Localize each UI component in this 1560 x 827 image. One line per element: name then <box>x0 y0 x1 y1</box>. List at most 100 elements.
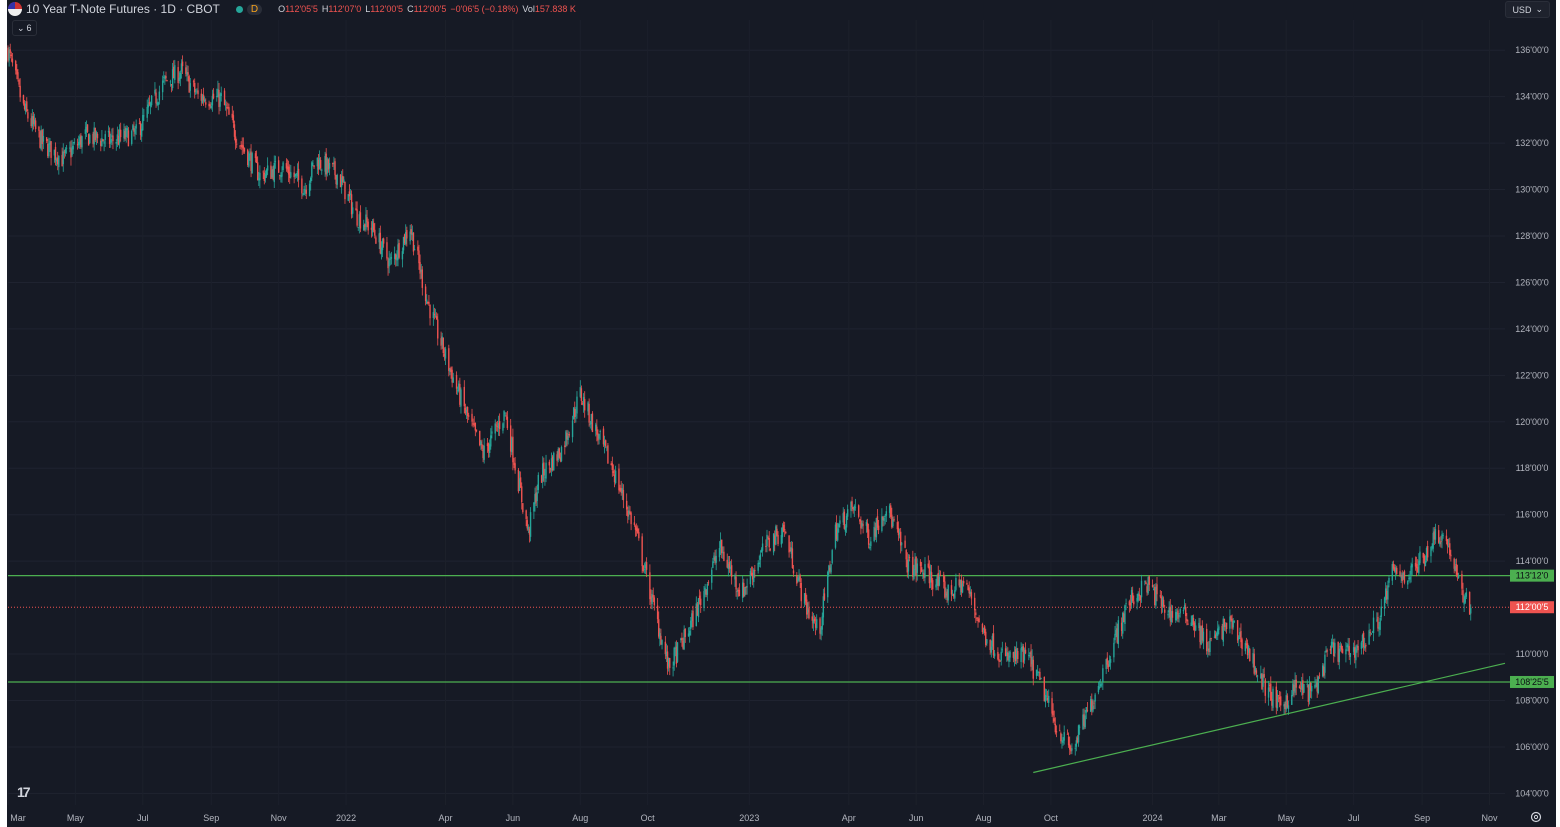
candle <box>1247 644 1250 659</box>
candle <box>108 127 111 148</box>
candle <box>1094 692 1096 710</box>
x-tick-label: May <box>1278 813 1296 823</box>
candle <box>977 616 979 628</box>
candle <box>1085 707 1087 720</box>
candle <box>659 628 661 647</box>
candle <box>680 637 682 643</box>
candle <box>1146 583 1148 596</box>
candle <box>633 516 636 527</box>
candle <box>837 522 839 542</box>
candle <box>669 657 671 676</box>
candle <box>537 472 540 494</box>
candle <box>842 507 844 526</box>
candle <box>1388 575 1390 588</box>
x-tick-label: 2024 <box>1143 813 1163 823</box>
candle <box>769 548 772 552</box>
currency-button[interactable]: USD ⌄ <box>1505 1 1550 18</box>
candle <box>1151 579 1154 588</box>
candle <box>675 640 678 668</box>
indicators-toggle-button[interactable]: ⌄ 6 <box>12 20 37 36</box>
candle <box>148 95 151 107</box>
level-price-tag <box>1510 569 1554 582</box>
candle <box>540 474 543 483</box>
candle <box>873 521 875 543</box>
candle <box>604 439 607 449</box>
candle <box>1032 655 1034 686</box>
candle <box>194 78 196 99</box>
candle <box>575 406 577 423</box>
candle <box>58 155 60 175</box>
candle <box>57 151 59 171</box>
candle <box>1299 681 1302 693</box>
symbol-header[interactable]: 10 Year T-Note Futures · 1D · CBOT D O 11… <box>8 0 576 18</box>
last-price-tag <box>1510 601 1554 614</box>
candle <box>719 532 722 555</box>
candle <box>1031 649 1033 671</box>
candle <box>1392 560 1395 571</box>
candle <box>596 419 598 442</box>
candle <box>344 181 346 204</box>
y-tick-label: 122'00'0 <box>1515 370 1548 380</box>
candle <box>589 420 591 429</box>
candle <box>982 627 985 634</box>
candle <box>426 294 428 305</box>
x-tick-label: Nov <box>271 813 288 823</box>
candle <box>758 555 760 568</box>
candle <box>828 564 830 577</box>
candle <box>1470 604 1472 621</box>
candle <box>1207 641 1209 658</box>
interval-badge[interactable]: D <box>246 3 263 15</box>
candle <box>271 166 273 179</box>
tradingview-logo[interactable]: 17 <box>17 784 31 800</box>
symbol-title[interactable]: 10 Year T-Note Futures · 1D · CBOT <box>26 2 220 16</box>
y-tick-label: 124'00'0 <box>1515 324 1548 334</box>
candle <box>169 79 172 87</box>
candle <box>371 218 374 237</box>
candle <box>31 109 34 132</box>
candle <box>209 102 211 109</box>
candle <box>1272 686 1274 711</box>
candle <box>930 564 933 590</box>
candle <box>1140 574 1143 603</box>
candle <box>165 71 167 82</box>
candle <box>1450 549 1452 562</box>
x-tick-label: Oct <box>641 813 656 823</box>
candle <box>495 421 498 432</box>
candle <box>73 138 75 145</box>
trendline[interactable] <box>1033 662 1506 774</box>
candle <box>1383 596 1386 616</box>
candle <box>1348 637 1350 661</box>
candle <box>976 617 978 622</box>
candle <box>735 571 737 597</box>
candle <box>356 201 358 228</box>
candle <box>138 118 141 125</box>
candle <box>1371 630 1374 633</box>
candle <box>1099 678 1102 688</box>
candle <box>328 157 331 176</box>
right-border <box>1556 0 1560 827</box>
candle <box>355 201 357 211</box>
candle <box>170 83 173 93</box>
candle <box>511 436 513 456</box>
candle <box>1048 689 1050 708</box>
candle <box>319 156 322 171</box>
candle <box>667 657 670 672</box>
close-value: 112'00'5 <box>413 4 447 14</box>
gear-icon[interactable] <box>1530 811 1542 823</box>
candle <box>906 552 909 578</box>
candle <box>142 107 144 131</box>
candle <box>1307 684 1310 707</box>
candle <box>1322 663 1324 678</box>
candle <box>1213 630 1216 639</box>
candle <box>497 415 500 436</box>
candle <box>287 160 290 183</box>
candle <box>364 223 366 232</box>
candle <box>1159 590 1162 599</box>
candle <box>1155 583 1157 609</box>
candle <box>791 541 794 569</box>
candle <box>549 467 552 473</box>
candle <box>512 428 514 471</box>
candle <box>859 518 861 525</box>
x-tick-label: 2022 <box>336 813 356 823</box>
